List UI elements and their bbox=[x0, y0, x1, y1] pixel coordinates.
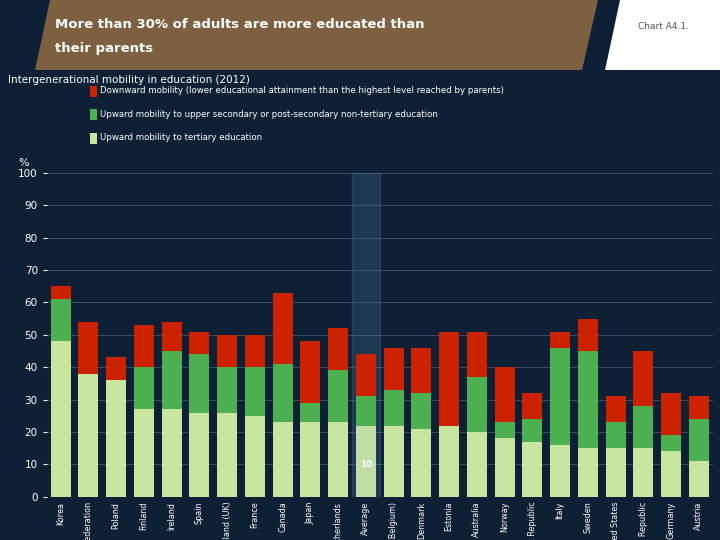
Bar bbox=[523, 419, 542, 442]
Bar bbox=[273, 364, 292, 422]
Bar bbox=[411, 393, 431, 429]
Bar bbox=[300, 403, 320, 422]
Bar bbox=[134, 409, 154, 497]
Bar bbox=[245, 367, 265, 416]
Bar bbox=[189, 354, 210, 413]
Bar bbox=[356, 354, 376, 396]
Bar bbox=[606, 448, 626, 497]
Bar bbox=[578, 448, 598, 497]
Bar bbox=[328, 370, 348, 422]
Bar bbox=[217, 413, 237, 497]
Bar bbox=[78, 374, 99, 497]
Bar bbox=[523, 442, 542, 497]
Bar bbox=[689, 461, 709, 497]
Bar bbox=[523, 393, 542, 419]
Bar bbox=[439, 332, 459, 426]
Bar bbox=[467, 377, 487, 432]
Text: their parents: their parents bbox=[55, 42, 153, 55]
Bar bbox=[411, 429, 431, 497]
Polygon shape bbox=[35, 0, 598, 70]
Bar bbox=[217, 335, 237, 367]
Bar bbox=[689, 396, 709, 419]
Bar bbox=[578, 319, 598, 351]
Bar bbox=[634, 448, 654, 497]
Bar bbox=[634, 406, 654, 448]
Text: Upward mobility to upper secondary or post-secondary non-tertiary education: Upward mobility to upper secondary or po… bbox=[100, 110, 438, 119]
Text: %: % bbox=[18, 158, 29, 167]
Bar bbox=[162, 409, 181, 497]
Bar bbox=[411, 348, 431, 393]
Bar bbox=[90, 109, 97, 120]
Polygon shape bbox=[605, 0, 720, 70]
Bar bbox=[495, 438, 515, 497]
Bar bbox=[300, 422, 320, 497]
Bar bbox=[661, 451, 681, 497]
Bar bbox=[356, 396, 376, 426]
Bar bbox=[134, 367, 154, 409]
Bar bbox=[661, 393, 681, 435]
Bar bbox=[550, 445, 570, 497]
Bar bbox=[50, 341, 71, 497]
Bar bbox=[50, 299, 71, 341]
Bar bbox=[384, 390, 404, 426]
Bar bbox=[495, 422, 515, 438]
Bar bbox=[106, 357, 126, 380]
Bar bbox=[352, 173, 380, 497]
Bar bbox=[273, 422, 292, 497]
Text: Upward mobility to tertiary education: Upward mobility to tertiary education bbox=[100, 133, 262, 143]
Bar bbox=[384, 348, 404, 390]
Bar bbox=[689, 419, 709, 461]
Bar bbox=[550, 348, 570, 445]
Bar bbox=[661, 435, 681, 451]
Text: More than 30% of adults are more educated than: More than 30% of adults are more educate… bbox=[55, 18, 425, 31]
Bar bbox=[606, 422, 626, 448]
Bar bbox=[78, 322, 99, 374]
Text: Chart A4.1.: Chart A4.1. bbox=[638, 22, 689, 31]
Bar bbox=[50, 286, 71, 299]
Bar bbox=[90, 85, 97, 97]
Bar bbox=[106, 380, 126, 497]
Bar bbox=[162, 351, 181, 409]
Bar bbox=[90, 133, 97, 144]
Text: 10: 10 bbox=[360, 460, 372, 469]
Bar bbox=[578, 351, 598, 448]
Bar bbox=[189, 413, 210, 497]
Bar bbox=[328, 328, 348, 370]
Bar bbox=[606, 396, 626, 422]
Text: Intergenerational mobility in education (2012): Intergenerational mobility in education … bbox=[8, 75, 250, 85]
Bar bbox=[356, 426, 376, 497]
Bar bbox=[634, 351, 654, 406]
Bar bbox=[300, 341, 320, 403]
Bar bbox=[495, 367, 515, 422]
Bar bbox=[189, 332, 210, 354]
Bar bbox=[439, 426, 459, 497]
Bar bbox=[467, 332, 487, 377]
Bar bbox=[245, 416, 265, 497]
Bar bbox=[328, 422, 348, 497]
Bar bbox=[134, 325, 154, 367]
Bar bbox=[467, 432, 487, 497]
Bar bbox=[273, 293, 292, 364]
Bar bbox=[384, 426, 404, 497]
Text: Downward mobility (lower educational attainment than the highest level reached b: Downward mobility (lower educational att… bbox=[100, 86, 504, 95]
Bar bbox=[245, 335, 265, 367]
Bar bbox=[550, 332, 570, 348]
Bar bbox=[162, 322, 181, 351]
Bar bbox=[217, 367, 237, 413]
